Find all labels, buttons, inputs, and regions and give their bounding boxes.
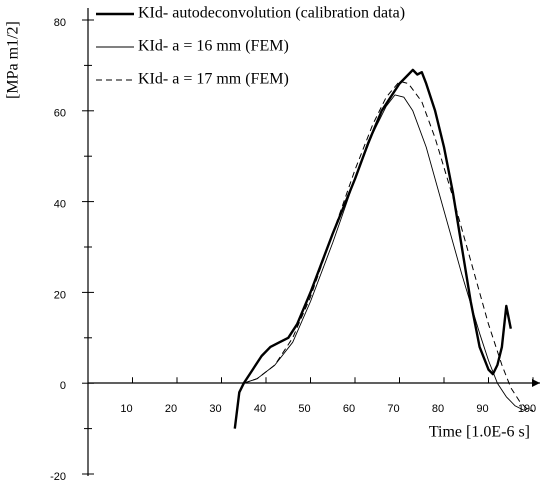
x-tick-label: 50	[298, 403, 310, 415]
x-tick-label: 20	[165, 403, 177, 415]
y-tick-label: -20	[50, 471, 66, 483]
y-tick-label: 0	[60, 380, 66, 392]
legend-label: KId- autodeconvolution (calibration data…	[138, 5, 405, 22]
x-tick-label: 10	[120, 403, 132, 415]
y-tick-label: 20	[54, 289, 66, 301]
x-tick-label: 30	[209, 403, 221, 415]
x-tick-label: 60	[343, 403, 355, 415]
data-line	[243, 80, 533, 411]
data-line	[243, 94, 529, 411]
y-tick-label: 60	[54, 108, 66, 120]
x-tick-label: 70	[387, 403, 399, 415]
x-axis-label: Time [1.0E-6 s]	[429, 424, 530, 441]
y-axis-label: [MPa m1/2]	[5, 21, 22, 99]
legend-label: KId- a = 17 mm (FEM)	[138, 71, 289, 88]
data-line	[233, 68, 512, 429]
legend-label: KId- a = 16 mm (FEM)	[138, 38, 289, 55]
x-tick-label: 90	[476, 403, 488, 415]
y-tick-label: 80	[54, 17, 66, 29]
x-tick-label: 80	[432, 403, 444, 415]
x-tick-label: 40	[254, 403, 266, 415]
x-axis-arrow	[532, 379, 540, 387]
y-tick-label: 40	[54, 199, 66, 211]
